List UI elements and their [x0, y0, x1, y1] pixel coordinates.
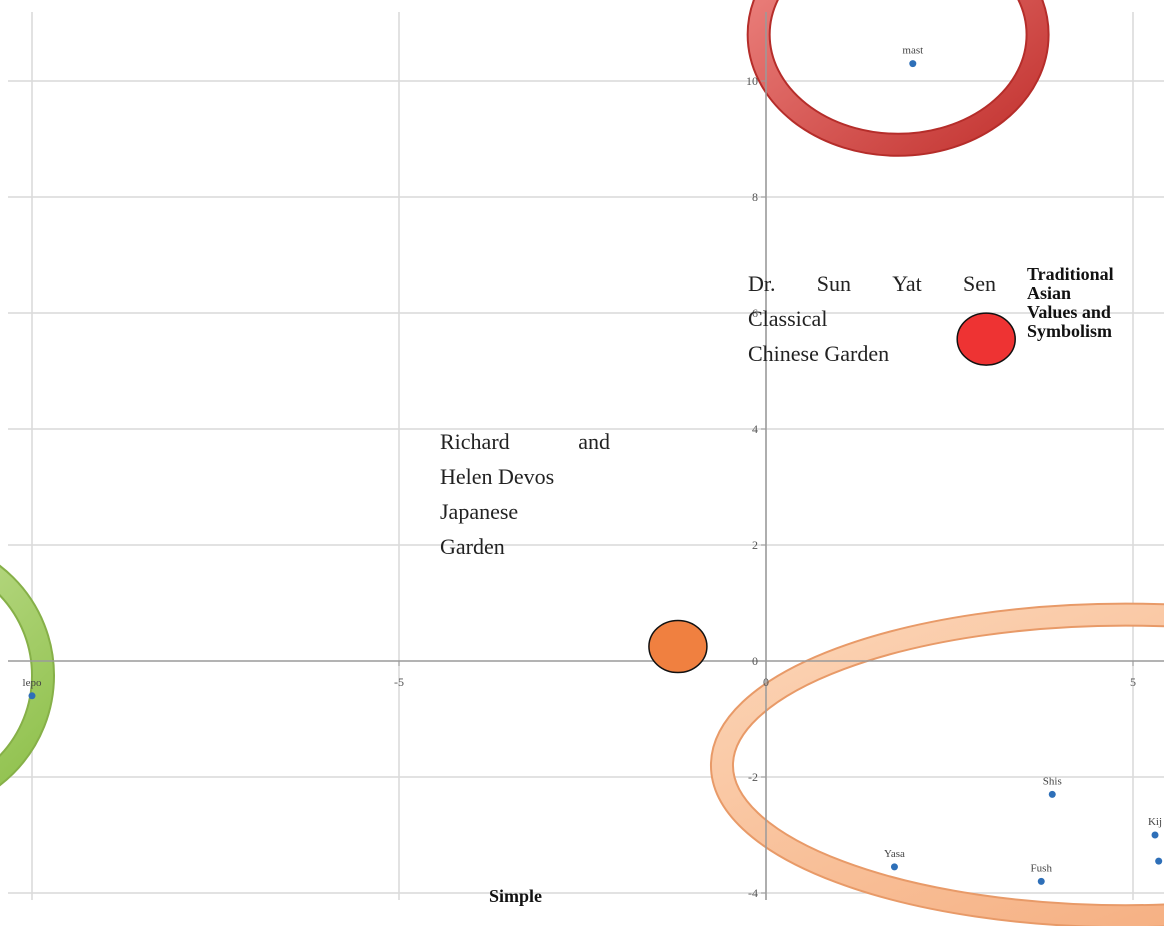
- y-tick-label: 8: [752, 190, 758, 204]
- data-point-label: Kij: [1148, 816, 1162, 828]
- annotation-line: Values and: [1027, 302, 1111, 322]
- data-point: [1155, 857, 1163, 865]
- annotation-line: Symbolism: [1027, 321, 1113, 341]
- annotation-line: Traditional: [1027, 264, 1114, 284]
- data-point-label: Yasa: [884, 848, 905, 860]
- annotation-chinese-garden: Dr. Sun Yat Sen Classical Chinese Garden: [748, 266, 996, 371]
- data-point-label: Shis: [1043, 775, 1062, 787]
- cluster-ring-orange-edge: [710, 602, 1164, 926]
- data-point-label: Fush: [1031, 862, 1053, 874]
- data-point: [28, 692, 36, 700]
- y-tick-label: 4: [752, 422, 758, 436]
- annotation-chinese-garden-line2: Classical: [748, 306, 828, 331]
- y-tick-label: 0: [752, 654, 758, 668]
- y-tick-label: 10: [746, 74, 758, 88]
- x-tick-label: -5: [394, 675, 404, 689]
- data-point-label: mast: [902, 45, 923, 57]
- annotation-traditional-values: Traditional Asian Values and Symbolism: [1027, 265, 1114, 341]
- annotation-chinese-garden-line3: Chinese Garden: [748, 341, 890, 366]
- annotation-chinese-garden-line1: Dr. Sun Yat Sen: [748, 266, 996, 301]
- annotation-line: Asian: [1027, 283, 1072, 303]
- y-tick-label: -2: [748, 770, 758, 784]
- japanese-garden-marker: [648, 619, 708, 674]
- annotation-word: Sun: [816, 271, 851, 296]
- annotation-word: Sen: [962, 271, 996, 296]
- y-tick-label: 2: [752, 538, 758, 552]
- annotation-word: Richard: [440, 429, 510, 454]
- chinese-garden-marker: [956, 312, 1016, 366]
- data-points: mast lepo Shis Yasa Fush Kij: [23, 45, 1163, 885]
- annotation-word: Yat: [892, 271, 922, 296]
- data-point: [1151, 831, 1159, 839]
- cluster-ring-orange: [712, 604, 1164, 926]
- y-tick-label: -4: [748, 886, 758, 900]
- annotation-japanese-garden-line1: Richard and: [440, 424, 610, 459]
- cluster-ring-red: [748, 0, 1048, 155]
- annotation-japanese-garden-line4: Garden: [440, 534, 505, 559]
- annotation-word: and: [578, 429, 610, 454]
- x-tick-label: 0: [763, 675, 769, 689]
- data-point: [909, 60, 917, 68]
- x-tick-label: 5: [1130, 675, 1136, 689]
- annotation-japanese-garden-line2: Helen Devos: [440, 464, 555, 489]
- garden-markers: [648, 312, 1016, 674]
- data-point: [1048, 790, 1056, 798]
- data-point: [890, 863, 898, 871]
- annotation-japanese-garden-line3: Japanese: [440, 499, 519, 524]
- data-point-label: lepo: [23, 677, 42, 689]
- annotation-simple: Simple: [489, 886, 543, 906]
- cluster-ring-green: [0, 567, 53, 784]
- data-point: [1037, 877, 1045, 885]
- annotation-word: Dr.: [748, 271, 776, 296]
- axes: -5 0 5 -4 -2 0 2 4 6 8 10: [8, 12, 1164, 900]
- y-tick-label: 6: [752, 306, 758, 320]
- annotation-japanese-garden: Richard and Helen Devos Japanese Garden: [440, 424, 610, 564]
